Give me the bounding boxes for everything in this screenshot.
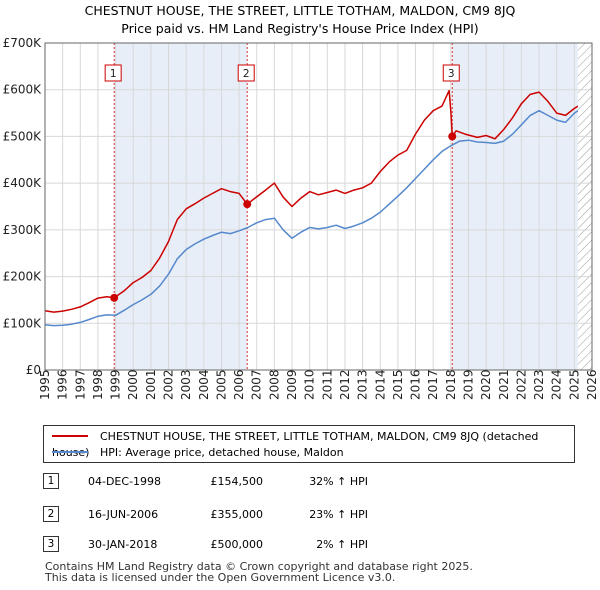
footer-line-2: This data is licensed under the Open Gov… xyxy=(45,571,396,584)
x-tick-label: 2001 xyxy=(144,369,158,400)
sale-hpi-diff: 2% ↑ HPI xyxy=(316,538,368,551)
y-tick-label: £200K xyxy=(3,270,43,284)
x-tick-label: 2023 xyxy=(532,369,546,400)
sale-date: 04-DEC-1998 xyxy=(88,475,162,488)
x-tick-label: 2009 xyxy=(285,369,299,400)
sale-date: 30-JAN-2018 xyxy=(88,538,158,551)
x-tick-label: 2020 xyxy=(479,369,493,400)
legend-item-hpi: HPI: Average price, detached house, Mald… xyxy=(52,445,344,461)
x-tick-label: 2016 xyxy=(409,369,423,400)
sale-label: 1 xyxy=(110,68,117,80)
footer-attribution: Contains HM Land Registry data © Crown c… xyxy=(45,561,473,583)
x-tick-label: 2026 xyxy=(585,369,599,400)
ownership-shade xyxy=(114,43,248,370)
legend-swatch-property xyxy=(52,435,88,437)
sale-number-badge: 1 xyxy=(43,473,59,489)
sale-label-box xyxy=(442,64,460,82)
price-chart: 1 2 3 £0 £100K £200K £300K £400K £500K £600K £700… xyxy=(3,36,599,400)
x-tick-label: 2021 xyxy=(497,369,511,400)
legend-item-property: CHESTNUT HOUSE, THE STREET, LITTLE TOTHA… xyxy=(52,429,574,459)
x-tick-label: 2025 xyxy=(567,369,581,400)
x-tick-label: 2017 xyxy=(426,369,440,400)
y-tick-label: £100K xyxy=(3,316,43,330)
chart-title: CHESTNUT HOUSE, THE STREET, LITTLE TOTHA… xyxy=(0,2,600,38)
sale-date: 16-JUN-2006 xyxy=(88,508,159,521)
x-tick-label: 1995 xyxy=(38,369,52,400)
x-tick-label: 2019 xyxy=(461,369,475,400)
x-tick-label: 2015 xyxy=(391,369,405,400)
y-tick-label: £0 xyxy=(26,363,41,377)
sale-label-box xyxy=(104,64,122,82)
x-tick-label: 2024 xyxy=(550,369,564,400)
sale-price: £355,000 xyxy=(210,508,264,521)
sale-price: £154,500 xyxy=(210,475,264,488)
sale-point xyxy=(448,132,457,141)
footer-line-1: Contains HM Land Registry data © Crown c… xyxy=(45,560,473,573)
legend-swatch-hpi xyxy=(52,451,88,453)
table-row: 2 16-JUN-2006 £355,000 23% ↑ HPI xyxy=(43,505,583,525)
table-row: 1 04-DEC-1998 £154,500 32% ↑ HPI xyxy=(43,472,583,492)
y-tick-label: £300K xyxy=(3,223,43,237)
plot-border xyxy=(44,42,593,371)
sale-point xyxy=(110,293,119,302)
x-tick-label: 2002 xyxy=(162,369,176,400)
x-tick-label: 2004 xyxy=(197,369,211,400)
sale-hpi-diff: 23% ↑ HPI xyxy=(309,508,368,521)
legend: CHESTNUT HOUSE, THE STREET, LITTLE TOTHA… xyxy=(43,425,575,463)
table-row: 3 30-JAN-2018 £500,000 2% ↑ HPI xyxy=(43,535,583,555)
title-line-1: CHESTNUT HOUSE, THE STREET, LITTLE TOTHA… xyxy=(84,3,516,18)
x-tick-label: 2013 xyxy=(356,369,370,400)
ownership-shade xyxy=(452,43,578,370)
hpi-series-line xyxy=(44,109,579,327)
x-tick-label: 2007 xyxy=(250,369,264,400)
x-tick-label: 1999 xyxy=(109,369,123,400)
sale-label: 2 xyxy=(243,68,250,80)
sale-price: £500,000 xyxy=(210,538,264,551)
x-tick-label: 2011 xyxy=(320,369,334,400)
x-tick-label: 1997 xyxy=(73,369,87,400)
y-tick-label: £400K xyxy=(3,176,43,190)
x-tick-label: 2005 xyxy=(214,369,228,400)
title-line-2: Price paid vs. HM Land Registry's House … xyxy=(121,21,479,36)
sale-label-box xyxy=(237,64,255,82)
property-series-line xyxy=(44,89,579,313)
x-tick-label: 2012 xyxy=(338,369,352,400)
x-tick-label: 2008 xyxy=(267,369,281,400)
y-tick-label: £700K xyxy=(3,36,43,50)
x-tick-label: 2018 xyxy=(444,369,458,400)
x-tick-label: 1998 xyxy=(91,369,105,400)
y-tick-label: £500K xyxy=(3,129,43,143)
x-tick-label: 2000 xyxy=(126,369,140,400)
sale-label: 3 xyxy=(448,68,455,80)
sale-hpi-diff: 32% ↑ HPI xyxy=(309,475,368,488)
forecast-hatch xyxy=(577,43,592,370)
sale-number-badge: 3 xyxy=(43,536,59,552)
x-tick-label: 2010 xyxy=(303,369,317,400)
x-tick-label: 2014 xyxy=(373,369,387,400)
sale-number-badge: 2 xyxy=(43,506,59,522)
sale-point xyxy=(243,200,252,209)
x-tick-label: 2006 xyxy=(232,369,246,400)
x-tick-label: 1996 xyxy=(56,369,70,400)
x-tick-label: 2003 xyxy=(179,369,193,400)
y-tick-label: £600K xyxy=(3,83,43,97)
x-tick-label: 2022 xyxy=(514,369,528,400)
legend-label-hpi: HPI: Average price, detached house, Mald… xyxy=(100,446,344,459)
